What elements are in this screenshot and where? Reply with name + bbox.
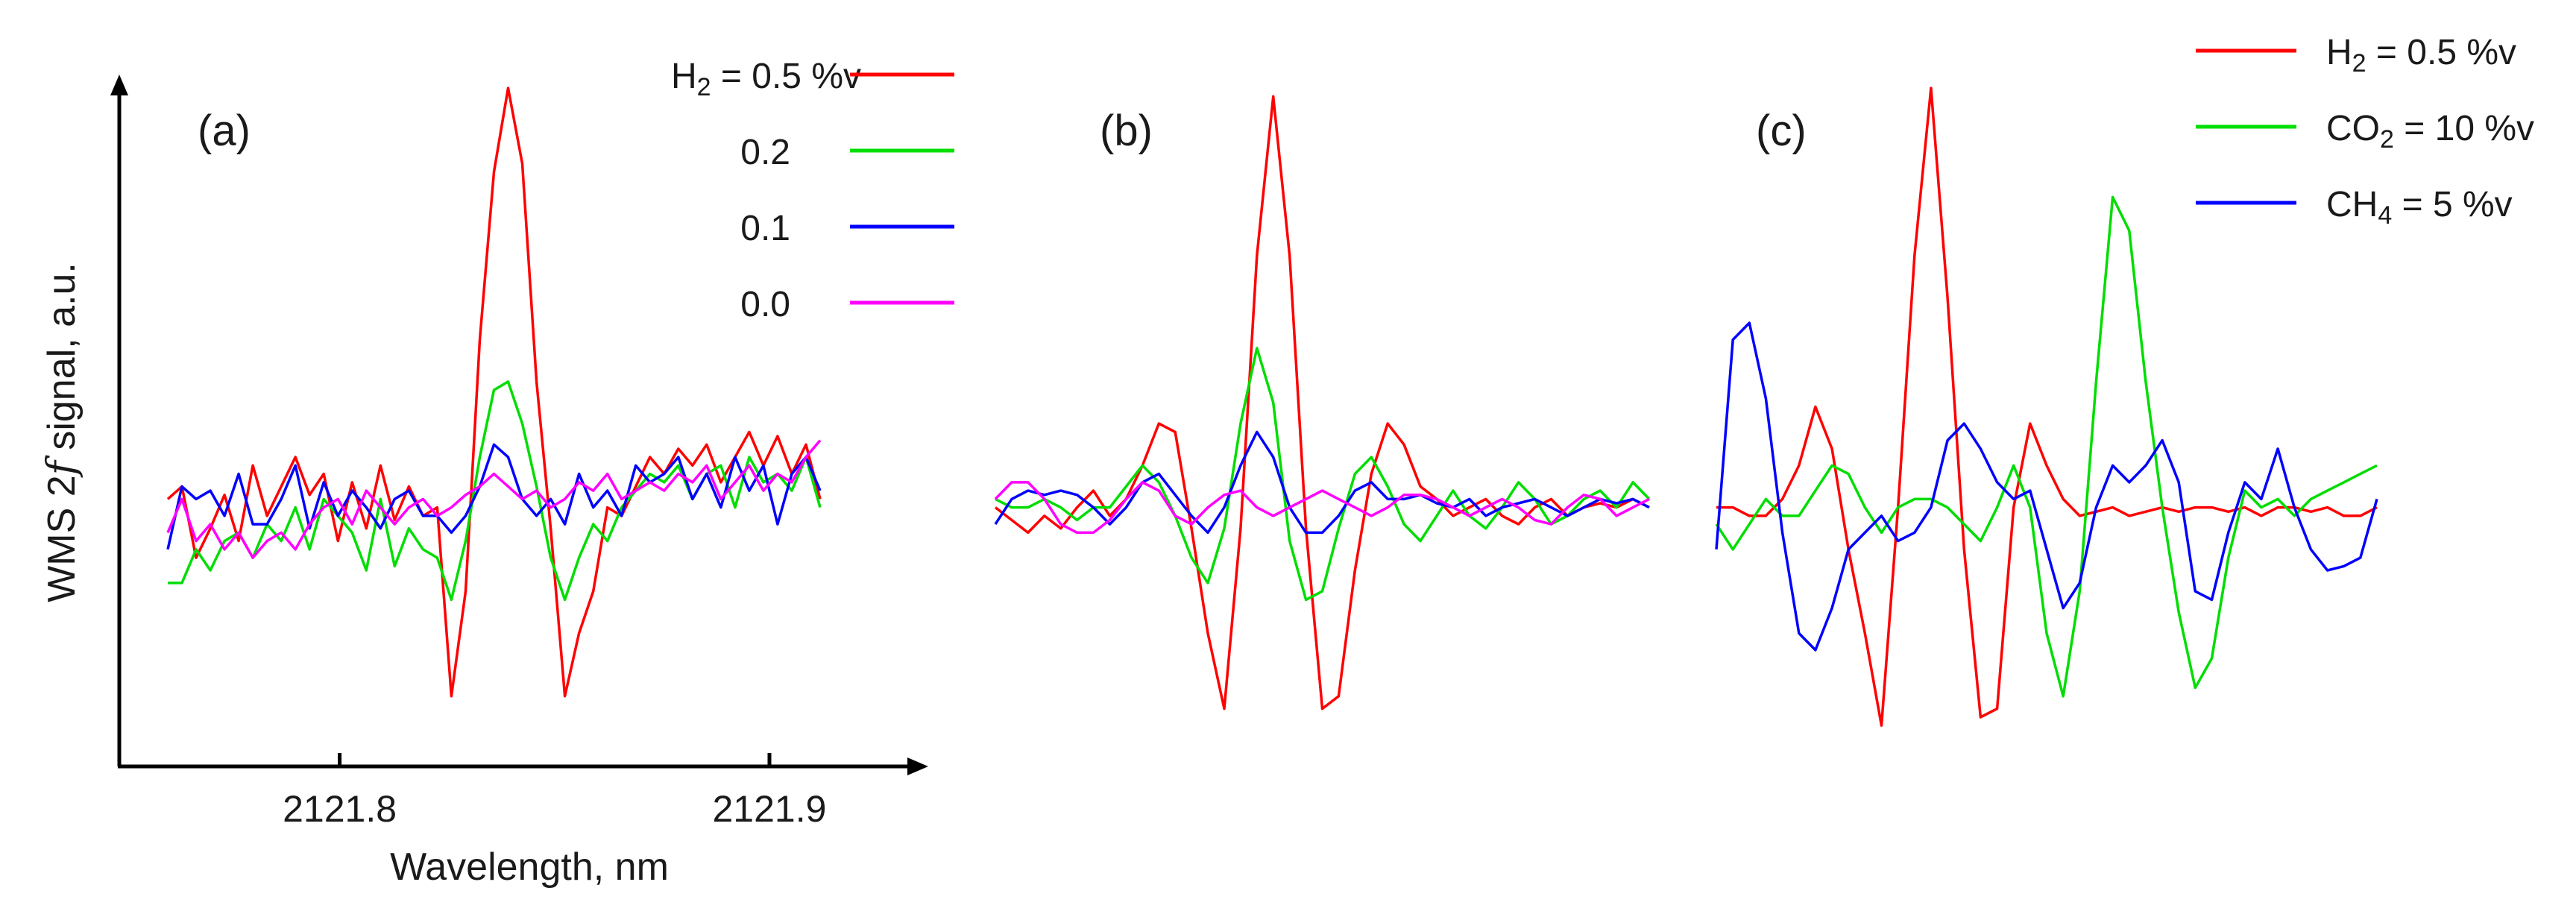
y-axis-label: WMS 2f signal, a.u. bbox=[40, 262, 84, 602]
y-axis-label-part: signal, a.u. bbox=[40, 262, 84, 461]
series-line bbox=[994, 430, 1650, 535]
panel-label: (c) bbox=[1756, 107, 1807, 155]
legend-label: 0.0 bbox=[740, 285, 790, 324]
legend-label: H2 = 0.5 %v bbox=[2326, 33, 2516, 78]
legend-label-part: H bbox=[671, 57, 697, 96]
legend-label: H2 = 0.5 %v bbox=[671, 57, 861, 101]
legend-label-part: = 0.5 %v bbox=[2366, 33, 2516, 72]
traces bbox=[994, 95, 1651, 711]
traces bbox=[1715, 86, 2378, 727]
legend-label-subscript: 2 bbox=[697, 73, 711, 101]
series-line bbox=[166, 439, 822, 559]
legend-label: 0.1 bbox=[740, 209, 790, 248]
panel-a: WMS 2f signal, a.u. Wavelength, nm 2121.… bbox=[40, 57, 954, 889]
series-line bbox=[166, 86, 822, 698]
legend-label-subscript: 4 bbox=[2378, 201, 2392, 230]
x-tick-label: 2121.9 bbox=[713, 788, 827, 830]
x-tick-label: 2121.8 bbox=[283, 788, 397, 830]
series-line bbox=[166, 443, 822, 550]
panel-label: (b) bbox=[1100, 107, 1153, 155]
series-line bbox=[168, 380, 822, 602]
legend-label-part: = 5 %v bbox=[2392, 185, 2512, 224]
series-line bbox=[1715, 195, 2378, 698]
series-line bbox=[994, 481, 1650, 535]
legend-label: 0.2 bbox=[740, 133, 790, 172]
legend-label-part: = 10 %v bbox=[2394, 109, 2534, 148]
y-axis-arrow bbox=[110, 75, 128, 95]
series-line bbox=[1716, 86, 2378, 727]
series-line bbox=[994, 95, 1650, 711]
x-axis-label: Wavelength, nm bbox=[390, 845, 669, 889]
legend-label-subscript: 2 bbox=[2352, 49, 2366, 78]
legend-label: CO2 = 10 %v bbox=[2326, 109, 2534, 154]
panel-b: (b) bbox=[994, 95, 1651, 711]
series-line bbox=[1715, 321, 2378, 652]
traces bbox=[166, 86, 822, 698]
legend: H2 = 0.5 %v 0.2 0.1 0.0 bbox=[671, 57, 954, 324]
legend-label-part: = 0.5 %v bbox=[711, 57, 861, 96]
series-line bbox=[995, 347, 1651, 602]
legend-label-subscript: 2 bbox=[2380, 125, 2394, 154]
y-axis-label-part: WMS 2 bbox=[40, 475, 84, 602]
panel-label: (a) bbox=[198, 107, 251, 155]
legend-label-part: H bbox=[2326, 33, 2352, 72]
legend-label-part: CO bbox=[2326, 109, 2380, 148]
x-ticks: 2121.8 2121.9 bbox=[283, 753, 826, 830]
legend-label: CH4 = 5 %v bbox=[2326, 185, 2513, 230]
legend-label-part: CH bbox=[2326, 185, 2378, 224]
x-axis-arrow bbox=[907, 757, 928, 775]
